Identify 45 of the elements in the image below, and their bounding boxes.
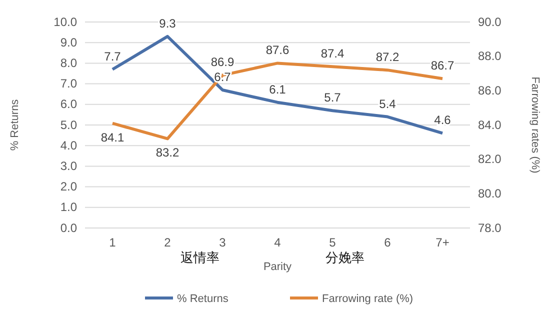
x-tick-label: 7+ <box>436 236 450 250</box>
data-label: 4.6 <box>434 113 452 128</box>
data-label: 84.1 <box>100 130 124 144</box>
y-tick-label: 9.0 <box>60 35 78 50</box>
data-label: 87.2 <box>376 50 400 64</box>
y2-tick-label: 78.0 <box>478 220 502 235</box>
data-label: 9.3 <box>159 16 176 30</box>
data-label: 7.7 <box>104 49 122 64</box>
data-label: 86.7 <box>430 58 454 73</box>
y2-tick-label: 82.0 <box>478 152 502 166</box>
legend-label: % Returns <box>177 293 229 305</box>
y2-axis-title: Farrowing rates (%) <box>529 76 541 174</box>
data-label: 86.9 <box>210 55 234 70</box>
y2-tick-label: 84.0 <box>478 118 502 132</box>
y2-tick-label: 86.0 <box>478 84 502 98</box>
y2-tick-label: 88.0 <box>478 49 502 64</box>
data-label: 87.4 <box>320 46 344 61</box>
data-label: 6.1 <box>269 82 286 96</box>
x-tick-label: 3 <box>219 236 226 250</box>
y-tick-label: 10.0 <box>54 14 78 29</box>
data-label: 5.7 <box>324 90 342 105</box>
y-tick-label: 7.0 <box>60 76 78 91</box>
text: 返情率 <box>180 250 220 266</box>
y-tick-label: 0.0 <box>60 220 78 235</box>
data-label: 83.2 <box>156 146 180 160</box>
y-tick-label: 2.0 <box>60 180 78 194</box>
x-tick-label: 4 <box>274 236 282 250</box>
legend-label: Farrowing rate (%) <box>322 293 414 305</box>
data-label: 87.6 <box>266 43 290 58</box>
x-tick-label: 5 <box>329 236 336 250</box>
y-tick-label: 4.0 <box>60 138 78 152</box>
y2-tick-label: 80.0 <box>478 186 502 201</box>
x-tick-label: 2 <box>164 236 172 250</box>
data-label: 5.4 <box>379 96 396 111</box>
y-axis-title: % Returns <box>9 98 21 151</box>
y-tick-label: 1.0 <box>60 200 78 214</box>
text: 分娩率 <box>326 250 364 266</box>
x-tick-label: 1 <box>109 236 116 250</box>
y-tick-label: 6.0 <box>60 97 78 112</box>
x-tick-label: 6 <box>384 236 392 250</box>
y-tick-label: 3.0 <box>60 159 78 174</box>
y-tick-label: 8.0 <box>60 56 78 70</box>
y2-tick-label: 90.0 <box>478 14 502 29</box>
x-axis-title: Parity <box>263 261 292 273</box>
y-tick-label: 5.0 <box>60 118 78 132</box>
